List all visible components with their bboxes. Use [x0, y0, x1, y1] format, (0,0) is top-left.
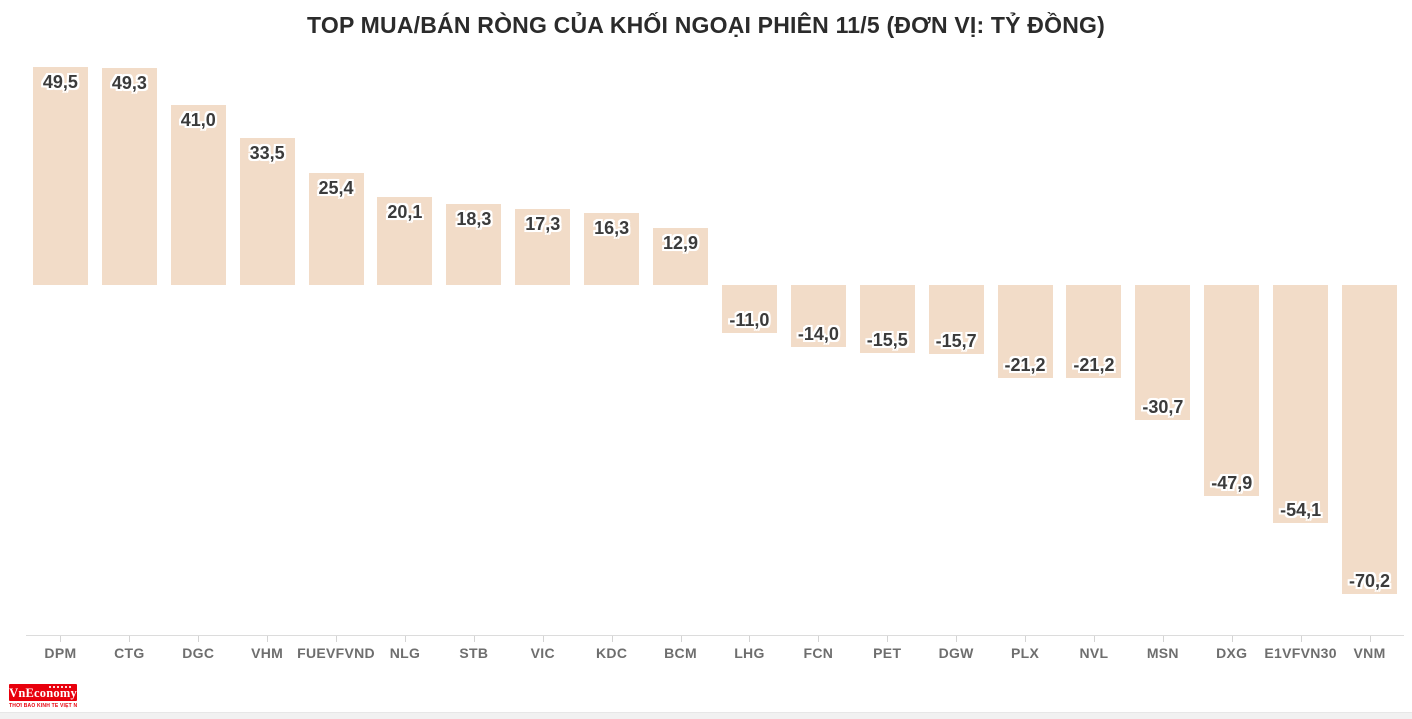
bar-value-label-DPM: 49,5 — [42, 72, 78, 93]
bar-value-label-DXG: -47,9 — [1211, 472, 1253, 493]
bar-value-label-VIC: 17,3 — [525, 213, 561, 234]
x-axis-label-PET: PET — [873, 645, 902, 661]
bar-LHG[interactable]: -11,0 — [721, 285, 777, 334]
bar-FUEVFVND[interactable]: 25,4 — [308, 173, 364, 285]
x-axis-tick — [473, 636, 475, 642]
bar-value-label-PET: -15,5 — [866, 330, 908, 351]
x-axis-tick — [1300, 636, 1302, 642]
x-axis-label-VIC: VIC — [530, 645, 555, 661]
bar-FCN[interactable]: -14,0 — [790, 285, 846, 347]
x-axis-label-DPM: DPM — [44, 645, 77, 661]
bar-DGW[interactable]: -15,7 — [928, 285, 984, 355]
bar-value-label-BCM: 12,9 — [663, 233, 699, 254]
x-axis-line — [26, 635, 1404, 636]
bar-value-label-VNM: -70,2 — [1349, 570, 1391, 591]
x-axis-label-KDC: KDC — [596, 645, 628, 661]
bar-PLX[interactable]: -21,2 — [997, 285, 1053, 379]
bar-value-label-E1VFVN30: -54,1 — [1280, 500, 1322, 521]
x-axis-label-DXG: DXG — [1216, 645, 1248, 661]
x-axis-label-NLG: NLG — [389, 645, 421, 661]
x-axis-label-E1VFVN30: E1VFVN30 — [1264, 645, 1337, 661]
x-axis-tick — [1231, 636, 1233, 642]
bar-DPM[interactable]: 49,5 — [32, 67, 88, 285]
x-axis-tick — [887, 636, 889, 642]
x-axis-tick — [267, 636, 269, 642]
x-axis-tick — [198, 636, 200, 642]
vneconomy-logo: VnEconomy — [9, 684, 77, 701]
x-axis-label-BCM: BCM — [664, 645, 697, 661]
bar-value-label-LHG: -11,0 — [729, 310, 770, 331]
logo-decoration — [49, 686, 71, 688]
bar-VNM[interactable]: -70,2 — [1342, 285, 1398, 594]
x-axis-label-LHG: LHG — [734, 645, 765, 661]
x-axis-label-NVL: NVL — [1079, 645, 1109, 661]
x-axis-label-FUEVFVND: FUEVFVND — [297, 645, 375, 661]
x-axis-tick — [611, 636, 613, 642]
x-axis-tick — [956, 636, 958, 642]
x-axis-tick — [680, 636, 682, 642]
x-axis-tick — [1093, 636, 1095, 642]
x-axis-tick — [404, 636, 406, 642]
x-axis-tick — [60, 636, 62, 642]
bar-BCM[interactable]: 12,9 — [653, 228, 709, 285]
bar-value-label-KDC: 16,3 — [594, 218, 630, 239]
x-axis-tick — [818, 636, 820, 642]
x-axis-label-PLX: PLX — [1010, 645, 1040, 661]
x-axis-label-DGW: DGW — [938, 645, 974, 661]
bar-value-label-PLX: -21,2 — [1004, 355, 1046, 376]
x-axis-tick — [1162, 636, 1164, 642]
bar-value-label-VHM: 33,5 — [249, 142, 285, 163]
bar-DGC[interactable]: 41,0 — [170, 104, 226, 285]
bar-value-label-DGC: 41,0 — [180, 109, 216, 130]
bar-value-label-NVL: -21,2 — [1073, 355, 1115, 376]
bar-E1VFVN30[interactable]: -54,1 — [1273, 285, 1329, 524]
bar-DXG[interactable]: -47,9 — [1204, 285, 1260, 496]
x-axis-tick — [129, 636, 131, 642]
bar-value-label-CTG: 49,3 — [111, 73, 147, 94]
x-axis-tick — [749, 636, 751, 642]
x-axis-tick — [1369, 636, 1371, 642]
bar-VIC[interactable]: 17,3 — [515, 208, 571, 285]
x-axis-tick — [1025, 636, 1027, 642]
bar-value-label-DGW: -15,7 — [935, 331, 977, 352]
x-axis-tick — [542, 636, 544, 642]
x-axis-label-STB: STB — [459, 645, 489, 661]
logo-tagline: THỜI BÁO KINH TẾ VIỆT NAM — [9, 703, 77, 709]
bar-value-label-MSN: -30,7 — [1142, 397, 1184, 418]
x-axis-label-MSN: MSN — [1146, 645, 1179, 661]
x-axis-label-DGC: DGC — [182, 645, 215, 661]
bar-value-label-FCN: -14,0 — [797, 323, 839, 344]
x-axis-label-CTG: CTG — [114, 645, 145, 661]
bar-value-label-STB: 18,3 — [456, 209, 492, 230]
bar-value-label-FUEVFVND: 25,4 — [318, 178, 354, 199]
bar-value-label-NLG: 20,1 — [387, 201, 423, 222]
logo-text: VnEconomy — [9, 686, 77, 700]
chart-title: TOP MUA/BÁN RÒNG CỦA KHỐI NGOẠI PHIÊN 11… — [307, 12, 1105, 38]
bar-NVL[interactable]: -21,2 — [1066, 285, 1122, 379]
bar-MSN[interactable]: -30,7 — [1135, 285, 1191, 421]
bar-CTG[interactable]: 49,3 — [101, 68, 157, 285]
bar-STB[interactable]: 18,3 — [446, 204, 502, 285]
x-axis-label-VNM: VNM — [1353, 645, 1386, 661]
bar-PET[interactable]: -15,5 — [859, 285, 915, 354]
bar-KDC[interactable]: 16,3 — [584, 213, 640, 285]
x-axis-label-VHM: VHM — [251, 645, 284, 661]
bar-NLG[interactable]: 20,1 — [377, 196, 433, 285]
x-axis-label-FCN: FCN — [803, 645, 834, 661]
bar-VHM[interactable]: 33,5 — [239, 137, 295, 285]
bottom-scroll-strip[interactable] — [0, 712, 1412, 719]
x-axis-tick — [336, 636, 338, 642]
